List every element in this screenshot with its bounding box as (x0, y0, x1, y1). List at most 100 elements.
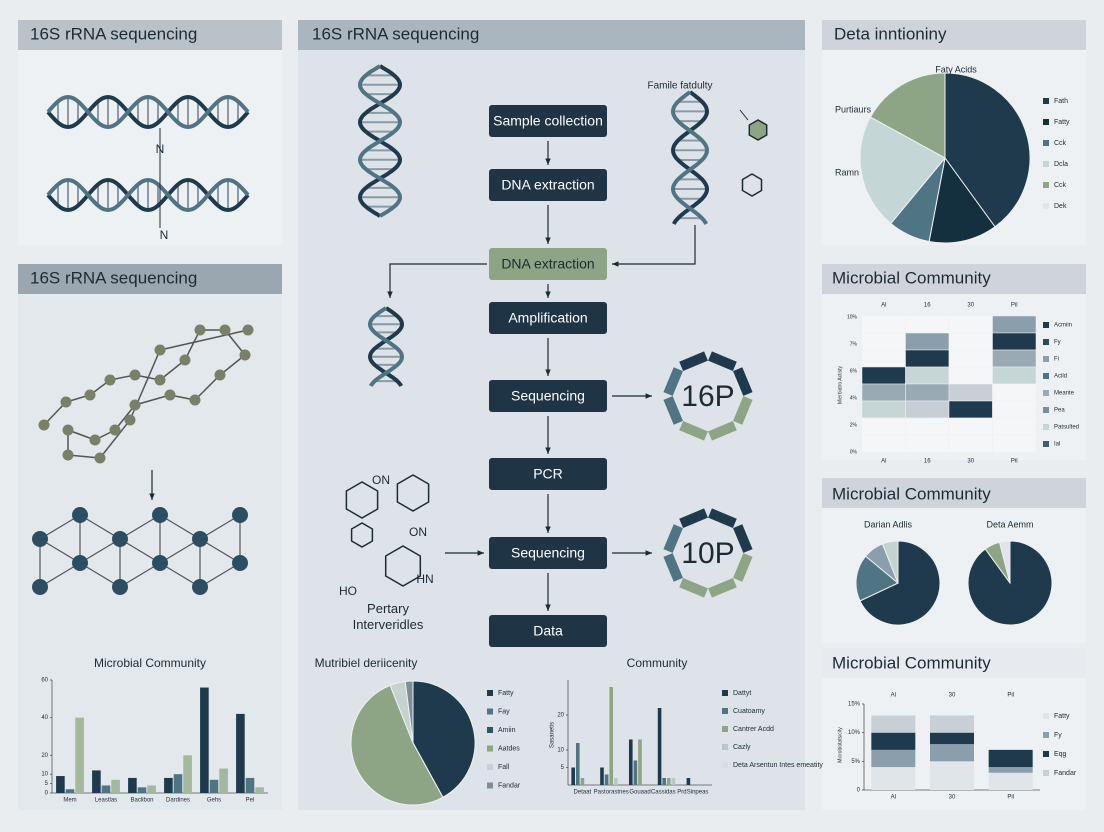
legend-swatch (487, 745, 493, 752)
pie-wedge (881, 540, 899, 584)
bar (580, 778, 585, 785)
legend-swatch (1043, 441, 1049, 447)
legend-swatch (1043, 98, 1049, 104)
heatmap-cell (861, 315, 906, 334)
bond (194, 374, 221, 401)
panel (298, 20, 805, 810)
label: 16S rRNA sequencing (312, 24, 479, 43)
atom (124, 414, 136, 426)
atom (129, 399, 141, 411)
atom (154, 344, 166, 356)
atom (164, 389, 176, 401)
legend-swatch (1043, 356, 1049, 362)
heatmap-cell (948, 417, 993, 436)
bond (159, 329, 249, 351)
arrow-head (645, 393, 652, 399)
label: Data (533, 623, 563, 639)
legend-label: Fi (1054, 357, 1059, 363)
label: 10% (847, 314, 858, 320)
label: 16 (924, 303, 931, 309)
flow-step (489, 248, 607, 280)
legend-label: Fall (498, 764, 510, 771)
label: Deta Aemm (986, 519, 1033, 529)
legend-label: Pea (1054, 408, 1065, 414)
ring-segment (663, 367, 683, 396)
label: ON (372, 473, 390, 487)
y-tick-label: 5% (851, 759, 860, 765)
arrow-head (612, 261, 619, 267)
heatmap-cell (948, 349, 993, 368)
heatmap-cell (905, 366, 950, 385)
helix-strand (670, 90, 710, 225)
arrow-head (545, 291, 551, 298)
ring-segment (708, 508, 737, 528)
label: Community (627, 656, 688, 670)
label: Faty Acids (935, 64, 977, 74)
atom (219, 324, 231, 336)
x-tick-label: 30 (949, 795, 956, 801)
label: Al (881, 459, 886, 465)
heatmap-cell (905, 383, 950, 402)
heatmap-cell (861, 349, 906, 368)
legend-label: Cantrer Acdd (733, 726, 774, 733)
label: DNA extraction (501, 256, 594, 272)
bar (183, 755, 192, 793)
legend-swatch (487, 764, 493, 770)
heatmap-cell (992, 332, 1037, 351)
bar (638, 739, 642, 785)
legend-swatch (1043, 322, 1049, 328)
legend-label: Amiin (498, 727, 516, 734)
heatmap-cell (992, 366, 1037, 385)
label: 30 (949, 693, 956, 699)
bar (575, 743, 580, 785)
arrow-head (545, 447, 551, 454)
atom (242, 324, 254, 336)
legend-label: Deta Arsentun Intes emeatity (733, 762, 823, 769)
label: 16S rRNA sequencing (30, 24, 197, 43)
label: 4% (850, 395, 858, 401)
legend-label: Meante (1054, 391, 1075, 397)
legend-label: Aatdes (498, 745, 520, 752)
bar (164, 777, 173, 793)
atom (154, 374, 166, 386)
bond (184, 329, 201, 361)
x-tick-label: Pastorastnes (594, 790, 629, 796)
bar (101, 785, 111, 793)
arrow-head (477, 550, 484, 556)
bar-segment (871, 715, 916, 733)
ring-segment (679, 351, 708, 371)
x-tick-label: Leastlas (95, 798, 117, 804)
flow-step (489, 537, 607, 569)
legend-label: Eqg (1054, 751, 1067, 758)
atom (152, 507, 168, 523)
x-tick-label: Gouaad (629, 790, 650, 796)
atom (239, 349, 251, 361)
legend-label: Acmiin (1054, 323, 1072, 329)
atom (72, 555, 88, 571)
label: 0% (850, 449, 858, 455)
legend-label: Dattyt (733, 690, 751, 697)
bar (666, 778, 671, 785)
pie-wedge (859, 116, 946, 225)
label: Mutribiel deriicenity (315, 656, 418, 670)
label: 16 (924, 459, 931, 465)
bar (209, 779, 219, 793)
panel-header (822, 20, 1086, 50)
legend-label: Fandar (1054, 770, 1077, 777)
x-tick-label: Mem (63, 798, 76, 804)
legend-label: Cck (1054, 182, 1067, 189)
helix-strand (46, 94, 250, 130)
label: Microbial Community (832, 268, 991, 287)
y-tick-label: 0 (857, 788, 861, 794)
legend-label: Fy (1054, 340, 1061, 346)
label: Purtiaurs (835, 104, 872, 114)
pie-wedge (350, 684, 444, 806)
legend-swatch (722, 726, 728, 732)
atom (94, 452, 106, 464)
helix-strand (368, 306, 405, 387)
pie-wedge (928, 156, 996, 244)
legend-label: Patsulted (1054, 425, 1079, 431)
y-tick-label: 5 (45, 781, 49, 787)
bar (255, 787, 264, 793)
